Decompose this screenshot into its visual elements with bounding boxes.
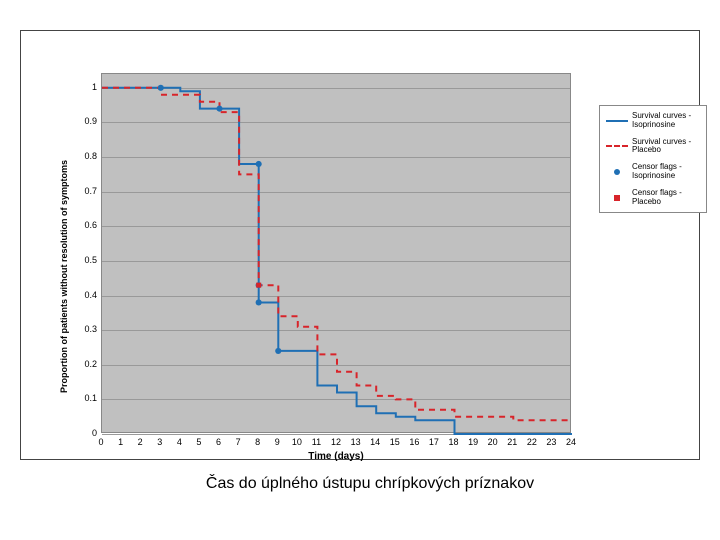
- y-tick: 0.6: [75, 220, 97, 230]
- x-tick: 4: [177, 437, 182, 447]
- x-tick: 18: [448, 437, 458, 447]
- legend-item: Censor flags - Placebo: [606, 189, 700, 207]
- x-tick: 10: [292, 437, 302, 447]
- x-tick: 1: [118, 437, 123, 447]
- y-tick: 1: [75, 82, 97, 92]
- chart-caption: Čas do úplného ústupu chrípkových prízna…: [150, 475, 590, 493]
- x-tick: 8: [255, 437, 260, 447]
- y-tick: 0.3: [75, 324, 97, 334]
- curves-svg: [102, 74, 572, 434]
- x-tick: 24: [566, 437, 576, 447]
- x-tick: 13: [351, 437, 361, 447]
- censor-marker: [158, 85, 164, 91]
- x-tick: 15: [390, 437, 400, 447]
- x-tick: 20: [488, 437, 498, 447]
- y-tick: 0.8: [75, 151, 97, 161]
- x-tick: 6: [216, 437, 221, 447]
- legend-label: Censor flags - Isoprinosine: [632, 163, 700, 181]
- censor-marker: [256, 299, 262, 305]
- x-tick: 2: [138, 437, 143, 447]
- x-axis-label: Time (days): [101, 451, 571, 462]
- y-tick: 0.2: [75, 359, 97, 369]
- legend-swatch: [606, 140, 628, 152]
- legend-swatch: [606, 166, 628, 178]
- survival-curve: [102, 88, 572, 420]
- censor-marker: [275, 348, 281, 354]
- x-tick: 19: [468, 437, 478, 447]
- x-tick: 21: [507, 437, 517, 447]
- y-tick: 0.4: [75, 290, 97, 300]
- x-tick: 23: [546, 437, 556, 447]
- x-tick: 0: [98, 437, 103, 447]
- plot-area: [101, 73, 571, 433]
- x-tick: 7: [236, 437, 241, 447]
- legend-swatch: [606, 115, 628, 127]
- y-tick: 0.5: [75, 255, 97, 265]
- censor-marker: [216, 106, 222, 112]
- legend-label: Survival curves - Placebo: [632, 138, 700, 156]
- y-tick: 0: [75, 428, 97, 438]
- legend-item: Survival curves - Placebo: [606, 138, 700, 156]
- y-axis-label: Proportion of patients without resolutio…: [59, 160, 69, 393]
- y-tick: 0.7: [75, 186, 97, 196]
- x-tick: 9: [275, 437, 280, 447]
- x-tick: 17: [429, 437, 439, 447]
- legend-label: Censor flags - Placebo: [632, 189, 700, 207]
- y-tick: 0.9: [75, 116, 97, 126]
- chart-frame: Proportion of patients without resolutio…: [20, 30, 700, 460]
- legend-item: Survival curves - Isoprinosine: [606, 112, 700, 130]
- legend-swatch: [606, 192, 628, 204]
- legend: Survival curves - Isoprinosine Survival c…: [599, 105, 707, 213]
- x-tick: 22: [527, 437, 537, 447]
- x-tick: 12: [331, 437, 341, 447]
- survival-curve: [102, 88, 572, 434]
- x-tick: 16: [409, 437, 419, 447]
- x-tick: 5: [196, 437, 201, 447]
- censor-marker: [256, 283, 261, 288]
- legend-label: Survival curves - Isoprinosine: [632, 112, 700, 130]
- censor-marker: [256, 161, 262, 167]
- y-tick: 0.1: [75, 393, 97, 403]
- x-tick: 11: [312, 437, 321, 447]
- x-tick: 14: [370, 437, 380, 447]
- legend-item: Censor flags - Isoprinosine: [606, 163, 700, 181]
- x-tick: 3: [157, 437, 162, 447]
